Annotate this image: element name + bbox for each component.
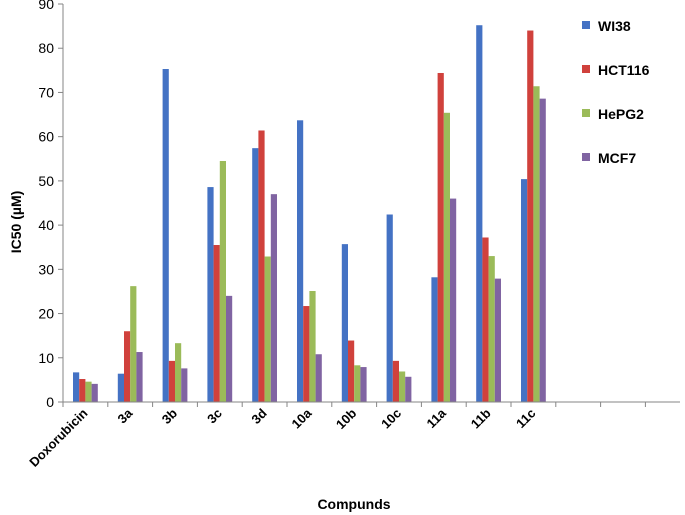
bar [270, 194, 277, 402]
bar [443, 112, 450, 402]
x-tick-label: 10a [289, 405, 315, 431]
y-tick-label: 30 [38, 261, 54, 277]
x-tick-label: 10c [378, 406, 404, 432]
bar [213, 245, 220, 402]
x-tick-label: 3a [114, 405, 135, 426]
bar [488, 256, 495, 402]
y-axis-title: IC50 (µM) [8, 191, 24, 254]
bar [136, 352, 143, 402]
bar [476, 25, 483, 402]
bar [309, 291, 316, 402]
bar [386, 214, 393, 402]
bar [360, 367, 367, 402]
bar [117, 373, 124, 402]
bar [73, 372, 80, 402]
bar [175, 343, 182, 402]
legend-label: HePG2 [598, 106, 644, 122]
bar [303, 306, 310, 402]
legend-label: WI38 [598, 18, 631, 34]
bar [392, 360, 399, 402]
bar [399, 371, 406, 402]
bar [258, 130, 265, 403]
bar [437, 72, 444, 403]
bar [450, 198, 457, 402]
bar [124, 331, 131, 402]
x-tick-label: Doxorubicin [26, 405, 90, 469]
bar [533, 86, 540, 402]
bar [521, 179, 528, 402]
bar [354, 365, 361, 402]
y-tick-label: 70 [38, 84, 54, 100]
bar [431, 277, 438, 402]
y-tick-label: 10 [38, 350, 54, 366]
bar [252, 148, 259, 402]
y-tick-label: 50 [38, 173, 54, 189]
y-tick-label: 0 [46, 394, 54, 410]
legend-label: HCT116 [598, 62, 650, 78]
legend-swatch [582, 109, 590, 117]
x-tick-label: 11b [468, 405, 494, 431]
bar [527, 30, 534, 403]
x-tick-label: 3b [159, 405, 180, 426]
y-tick-label: 20 [38, 306, 54, 322]
x-tick-label: 3c [204, 406, 225, 427]
bar [341, 244, 348, 402]
bar [226, 295, 233, 402]
bar [168, 360, 175, 402]
legend-swatch [582, 153, 590, 161]
bar [207, 187, 214, 402]
legend-swatch [582, 21, 590, 29]
bar [297, 120, 304, 403]
x-tick-label: 11a [423, 405, 449, 431]
y-tick-label: 40 [38, 217, 54, 233]
bars-group [73, 25, 546, 403]
bar [405, 376, 412, 402]
y-tick-label: 90 [38, 0, 54, 12]
y-tick-label: 60 [38, 129, 54, 145]
bar [482, 237, 489, 402]
bar [219, 160, 226, 402]
bar [494, 278, 501, 402]
bar [539, 98, 546, 402]
x-tick-label: 3d [248, 405, 269, 426]
bar [264, 256, 271, 402]
x-axis-title: Compunds [317, 496, 390, 512]
legend: WI38 HCT116 HePG2 MCF7 [582, 18, 650, 166]
axes-group [62, 4, 680, 403]
bar [91, 383, 98, 402]
y-tick-label: 80 [38, 40, 54, 56]
bar [315, 354, 322, 402]
x-ticks-group: Doxorubicin 3a 3b 3c 3d 10a 10b 10c 11a 11b 11c [26, 402, 646, 470]
bar [79, 379, 86, 402]
bar [348, 340, 355, 402]
y-ticks-group: 0 10 20 30 40 50 60 70 80 90 [38, 0, 63, 410]
legend-swatch [582, 65, 590, 73]
bar [181, 368, 188, 402]
bar [162, 69, 169, 402]
x-tick-label: 10b [333, 405, 359, 431]
legend-label: MCF7 [598, 150, 636, 166]
bar [130, 286, 137, 402]
x-tick-label: 11c [513, 406, 538, 431]
bar [85, 381, 92, 402]
